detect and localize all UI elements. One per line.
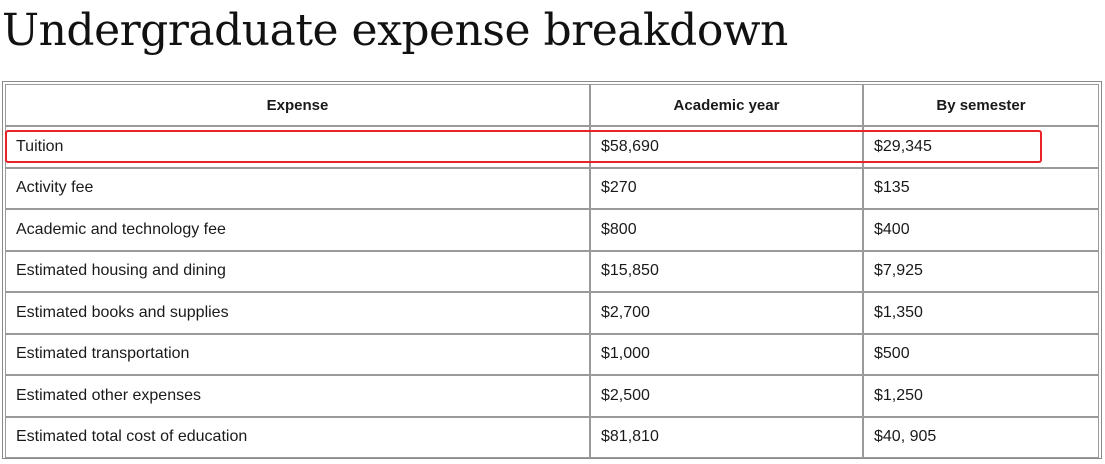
expense-name-cell: Academic and technology fee [5, 209, 590, 251]
academic-year-cell: $270 [590, 167, 863, 209]
expense-name-cell: Estimated total cost of education [5, 416, 590, 458]
column-header-by-semester: By semester [863, 84, 1099, 126]
academic-year-cell: $15,850 [590, 250, 863, 292]
semester-cell: $7,925 [863, 250, 1099, 292]
table-row-activity-fee: Activity fee $270 $135 [5, 167, 1099, 209]
header-row: Expense Academic year By semester [5, 84, 1099, 126]
semester-cell: $29,345 [863, 126, 1099, 168]
expense-name-cell: Estimated books and supplies [5, 292, 590, 334]
academic-year-cell: $800 [590, 209, 863, 251]
expense-table-frame: Expense Academic year By semester Tuitio… [2, 81, 1102, 459]
expense-name-cell: Activity fee [5, 167, 590, 209]
table-row-academic-technology-fee: Academic and technology fee $800 $400 [5, 209, 1099, 251]
page-title: Undergraduate expense breakdown [2, 5, 788, 56]
semester-cell: $400 [863, 209, 1099, 251]
table-row-tuition: Tuition $58,690 $29,345 [5, 126, 1099, 168]
table-row-other-expenses: Estimated other expenses $2,500 $1,250 [5, 375, 1099, 417]
table-row-books-supplies: Estimated books and supplies $2,700 $1,3… [5, 292, 1099, 334]
expense-name-cell: Tuition [5, 126, 590, 168]
table-row-total-cost: Estimated total cost of education $81,81… [5, 416, 1099, 458]
table-row-transportation: Estimated transportation $1,000 $500 [5, 333, 1099, 375]
expense-table: Expense Academic year By semester Tuitio… [5, 84, 1099, 458]
semester-cell: $135 [863, 167, 1099, 209]
academic-year-cell: $2,700 [590, 292, 863, 334]
academic-year-cell: $58,690 [590, 126, 863, 168]
semester-cell: $1,250 [863, 375, 1099, 417]
expense-name-cell: Estimated other expenses [5, 375, 590, 417]
academic-year-cell: $81,810 [590, 416, 863, 458]
column-header-expense: Expense [5, 84, 590, 126]
expense-name-cell: Estimated housing and dining [5, 250, 590, 292]
expense-name-cell: Estimated transportation [5, 333, 590, 375]
academic-year-cell: $1,000 [590, 333, 863, 375]
semester-cell: $1,350 [863, 292, 1099, 334]
academic-year-cell: $2,500 [590, 375, 863, 417]
semester-cell: $500 [863, 333, 1099, 375]
column-header-academic-year: Academic year [590, 84, 863, 126]
semester-cell: $40, 905 [863, 416, 1099, 458]
table-row-housing-dining: Estimated housing and dining $15,850 $7,… [5, 250, 1099, 292]
